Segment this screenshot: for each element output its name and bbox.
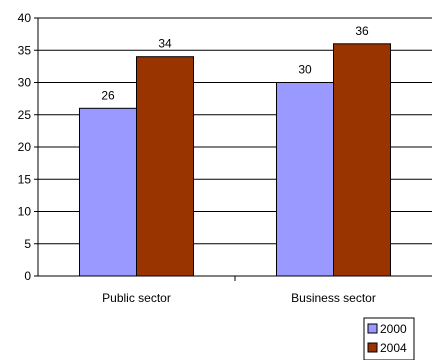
y-tick-label: 0 — [24, 269, 31, 283]
bar-2000-1 — [276, 82, 334, 277]
legend-swatch-2000 — [367, 323, 378, 334]
x-tick-label: Business sector — [291, 291, 376, 305]
y-tick-label: 5 — [24, 237, 31, 251]
y-tick-label: 40 — [18, 11, 32, 25]
legend-box — [363, 317, 415, 360]
bar-2000-0 — [79, 107, 137, 277]
data-label-2004-1: 36 — [355, 24, 369, 38]
bars — [79, 43, 391, 277]
legend-label-2000: 2000 — [380, 322, 407, 336]
bar-2004-0 — [136, 56, 194, 277]
y-tick-label: 10 — [18, 205, 32, 219]
bar-2004-1 — [333, 43, 391, 277]
legend-label-2004: 2004 — [380, 341, 407, 355]
legend: 2000 2004 — [363, 317, 415, 360]
x-tick-label: Public sector — [102, 291, 171, 305]
data-label-2000-0: 26 — [101, 88, 115, 102]
y-tick-label: 15 — [18, 172, 32, 186]
data-labels: 26 34 30 36 — [101, 24, 369, 103]
data-label-2000-1: 30 — [298, 63, 312, 77]
data-label-2004-0: 34 — [158, 37, 172, 51]
y-tick-label: 20 — [18, 140, 32, 154]
y-tick-label: 35 — [18, 43, 32, 57]
legend-swatch-2004 — [367, 342, 378, 353]
y-tick-label: 30 — [18, 76, 32, 90]
y-tick-label: 25 — [18, 108, 32, 122]
axes: 0 5 10 15 20 25 30 35 40 Public sector Business se… — [18, 11, 432, 305]
